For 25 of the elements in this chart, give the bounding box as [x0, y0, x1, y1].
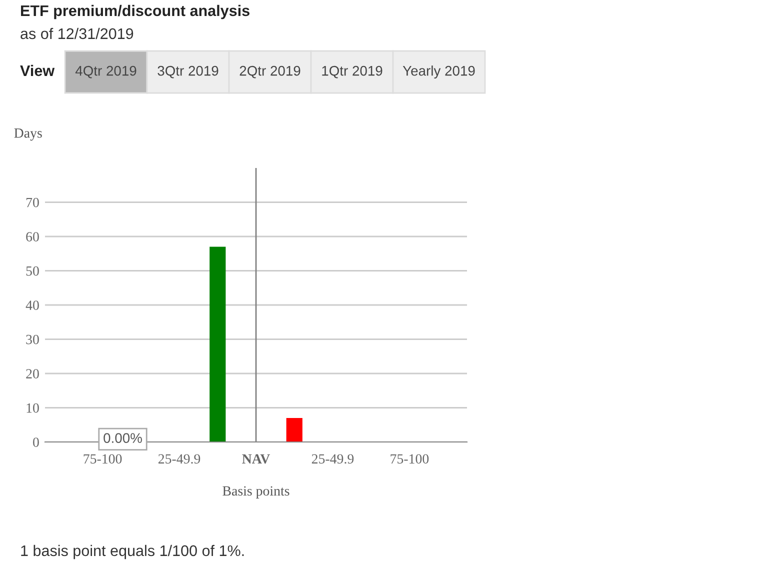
- y-tick-label: 60: [26, 232, 39, 242]
- y-axis-title: Days: [14, 128, 42, 141]
- x-tick-label: NAV: [242, 454, 270, 464]
- y-tick-label: 10: [26, 403, 39, 413]
- text: 3Qtr 2019: [158, 66, 218, 78]
- y-tick-label: 20: [26, 369, 39, 378]
- y-tick-label: 70: [26, 198, 39, 208]
- text: 1Qtr 2019: [322, 66, 382, 78]
- text: 2Qtr 2019: [240, 66, 300, 78]
- annotation: 0.00%: [104, 433, 142, 443]
- x-tick-label: 25-49.9: [158, 454, 200, 464]
- text: 4Qtr 2019: [75, 66, 136, 78]
- text: 1 basis point equals 1/100 of 1%.: [21, 544, 244, 560]
- text: Yearly 2019: [402, 66, 475, 78]
- x-tick-label: 25-49.9: [312, 454, 354, 464]
- chart-title: ETF premium/discount analysis: [21, 4, 250, 20]
- y-tick-label: 50: [26, 266, 39, 276]
- chart-subtitle: as of 12/31/2019: [20, 28, 134, 40]
- text: View: [20, 64, 55, 76]
- y-tick-label: 40: [26, 300, 39, 310]
- y-tick-label: 30: [26, 334, 39, 344]
- x-tick-label: 75-100: [84, 454, 122, 464]
- x-axis-title: Basis points: [222, 486, 290, 498]
- x-tick-label: 75-100: [390, 454, 429, 464]
- y-tick-label: 0: [33, 438, 39, 447]
